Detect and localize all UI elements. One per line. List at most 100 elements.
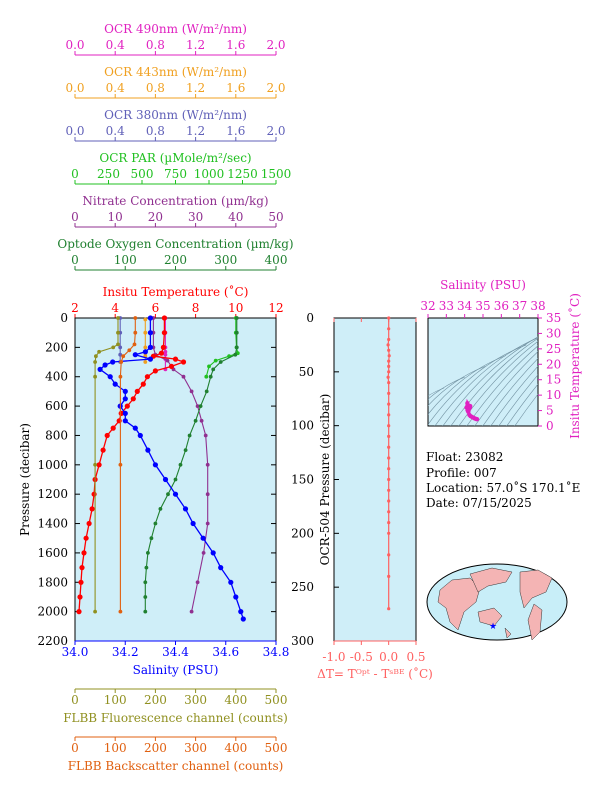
data-point-oxygen	[234, 316, 239, 320]
axis-tick-label-ocr380: 0.0	[65, 124, 84, 138]
axis-tick-label-ocr443: 0.4	[106, 81, 125, 95]
float-info: Float: 23082 Profile: 007 Location: 57.0…	[426, 450, 580, 510]
location: Location: 57.0˚S 170.1˚E	[426, 480, 580, 495]
main-profile-panel: 0 200 400 600 800 1000 1200 1400 1600 1800 2000 220…	[18, 311, 277, 648]
data-point-oxygen	[149, 536, 154, 541]
data-point-temp	[110, 425, 116, 431]
data-point-oxygen	[143, 580, 148, 585]
data-point-bscat	[118, 374, 123, 379]
ts-y-tick-label: 10	[546, 388, 561, 402]
data-point-sal	[233, 594, 239, 600]
axis-tick-label-nitrate: 10	[108, 210, 123, 224]
data-point-bscat	[133, 330, 138, 335]
axis-tick-label-ocr443: 1.6	[226, 81, 245, 95]
data-point-sal	[147, 356, 153, 362]
dt-data-point	[387, 348, 391, 352]
data-point-oxygen	[211, 367, 216, 372]
axis-title-oxygen: Optode Oxygen Concentration (µm/kg)	[57, 237, 293, 251]
dt-x-tick-label: -0.5	[350, 650, 373, 664]
axis-tick-label-ocr380: 0.8	[146, 124, 165, 138]
data-point-oxygen	[187, 433, 192, 438]
data-point-sal	[172, 491, 179, 497]
axis-tick-label-ocr443: 1.2	[186, 81, 205, 95]
ts-density-contour	[498, 374, 538, 426]
ts-x-tick-label: 35	[475, 299, 490, 313]
map-land	[527, 603, 543, 641]
data-point-fluor	[116, 342, 120, 347]
data-point-temp	[180, 359, 187, 365]
data-point-ocr443	[143, 345, 148, 350]
data-point-sal	[190, 520, 196, 527]
dt-data-point	[387, 445, 391, 449]
dt-data-point	[387, 359, 391, 363]
series-line-fluor	[94, 318, 119, 612]
data-point-sal	[145, 447, 151, 453]
data-point-temp	[89, 506, 95, 512]
data-point-sal	[122, 396, 128, 402]
axis-tick-label-fluor: 100	[104, 693, 127, 707]
main-top-axes: 0.0 0.4 0.8 1.2 1.6 2.0 OCR 490nm (W/m²/nm) 0.0…	[57, 22, 294, 319]
data-point-fluor	[116, 316, 120, 320]
ts-data-point	[474, 417, 480, 422]
axis-tick-label-ocr443: 2.0	[266, 81, 285, 95]
ts-density-contour	[442, 336, 538, 426]
axis-title-ocr443: OCR 443nm (W/m²/nm)	[104, 65, 247, 79]
axis-tick-label-fluor: 500	[265, 693, 288, 707]
profile-number: Profile: 007	[426, 466, 497, 480]
data-point-ocr443	[143, 360, 148, 364]
data-point-par	[207, 364, 211, 369]
data-point-temp	[116, 418, 122, 424]
map-land	[469, 567, 513, 593]
dt-data-point	[387, 391, 391, 395]
data-point-oxygen	[198, 404, 203, 408]
dt-data-point	[387, 327, 391, 331]
ts-density-contour	[482, 357, 538, 426]
dt-data-point	[387, 337, 391, 342]
data-point-ocr380	[118, 345, 123, 350]
data-point-fluor	[93, 360, 97, 364]
pressure-tick-label: 400	[45, 370, 68, 384]
axis-tick-label-oxygen: 400	[265, 253, 288, 267]
ts-density-contour	[466, 345, 538, 426]
data-point-nitrate	[205, 521, 210, 526]
ts-y-tick-label: 35	[546, 311, 561, 325]
data-point-bscat	[133, 316, 138, 320]
dt-data-point	[387, 510, 391, 514]
axis-tick-label-temp: 6	[152, 301, 160, 315]
axis-tick-label-ocr380: 2.0	[266, 124, 285, 138]
axis-tick-label-sal: 34.0	[62, 645, 89, 659]
axis-tick-label-ocr380: 1.2	[186, 124, 205, 138]
data-point-temp	[78, 579, 84, 585]
dt-data-point	[387, 370, 391, 374]
data-point-nitrate	[203, 433, 208, 438]
data-point-oxygen	[233, 352, 238, 357]
dt-x-axis-label: ΔT= Tᴼᵖᵗ - Tˢᴮᴱ (˚C)	[317, 666, 433, 681]
pressure-tick-label: 1200	[37, 487, 68, 501]
dt-x-tick-label: -1.0	[322, 650, 345, 664]
axis-tick-label-ocr490: 1.2	[186, 38, 205, 52]
data-point-bscat	[118, 609, 123, 614]
data-point-sal	[122, 418, 128, 424]
data-point-nitrate	[189, 389, 194, 394]
axis-tick-label-sal: 34.8	[263, 645, 290, 659]
ts-x-tick-label: 37	[512, 299, 527, 313]
axis-tick-label-oxygen: 0	[71, 253, 79, 267]
dt-data-point	[387, 413, 391, 417]
data-point-temp	[124, 403, 130, 409]
dt-data-point	[386, 343, 390, 347]
dt-series-line	[387, 318, 390, 609]
axis-tick-label-fluor: 400	[224, 693, 247, 707]
float-id: Float: 23082	[426, 450, 503, 464]
map-land	[437, 577, 481, 631]
data-point-par	[204, 374, 209, 379]
axis-tick-label-bscat: 400	[224, 741, 247, 755]
map-land	[504, 627, 512, 639]
pressure-tick-label: 2000	[37, 605, 68, 619]
dt-data-point	[387, 402, 391, 406]
axis-tick-label-ocr490: 0.0	[65, 38, 84, 52]
axis-tick-label-oxygen: 300	[214, 253, 237, 267]
dt-data-point	[387, 354, 391, 358]
axis-tick-label-ocr380: 1.6	[226, 124, 245, 138]
